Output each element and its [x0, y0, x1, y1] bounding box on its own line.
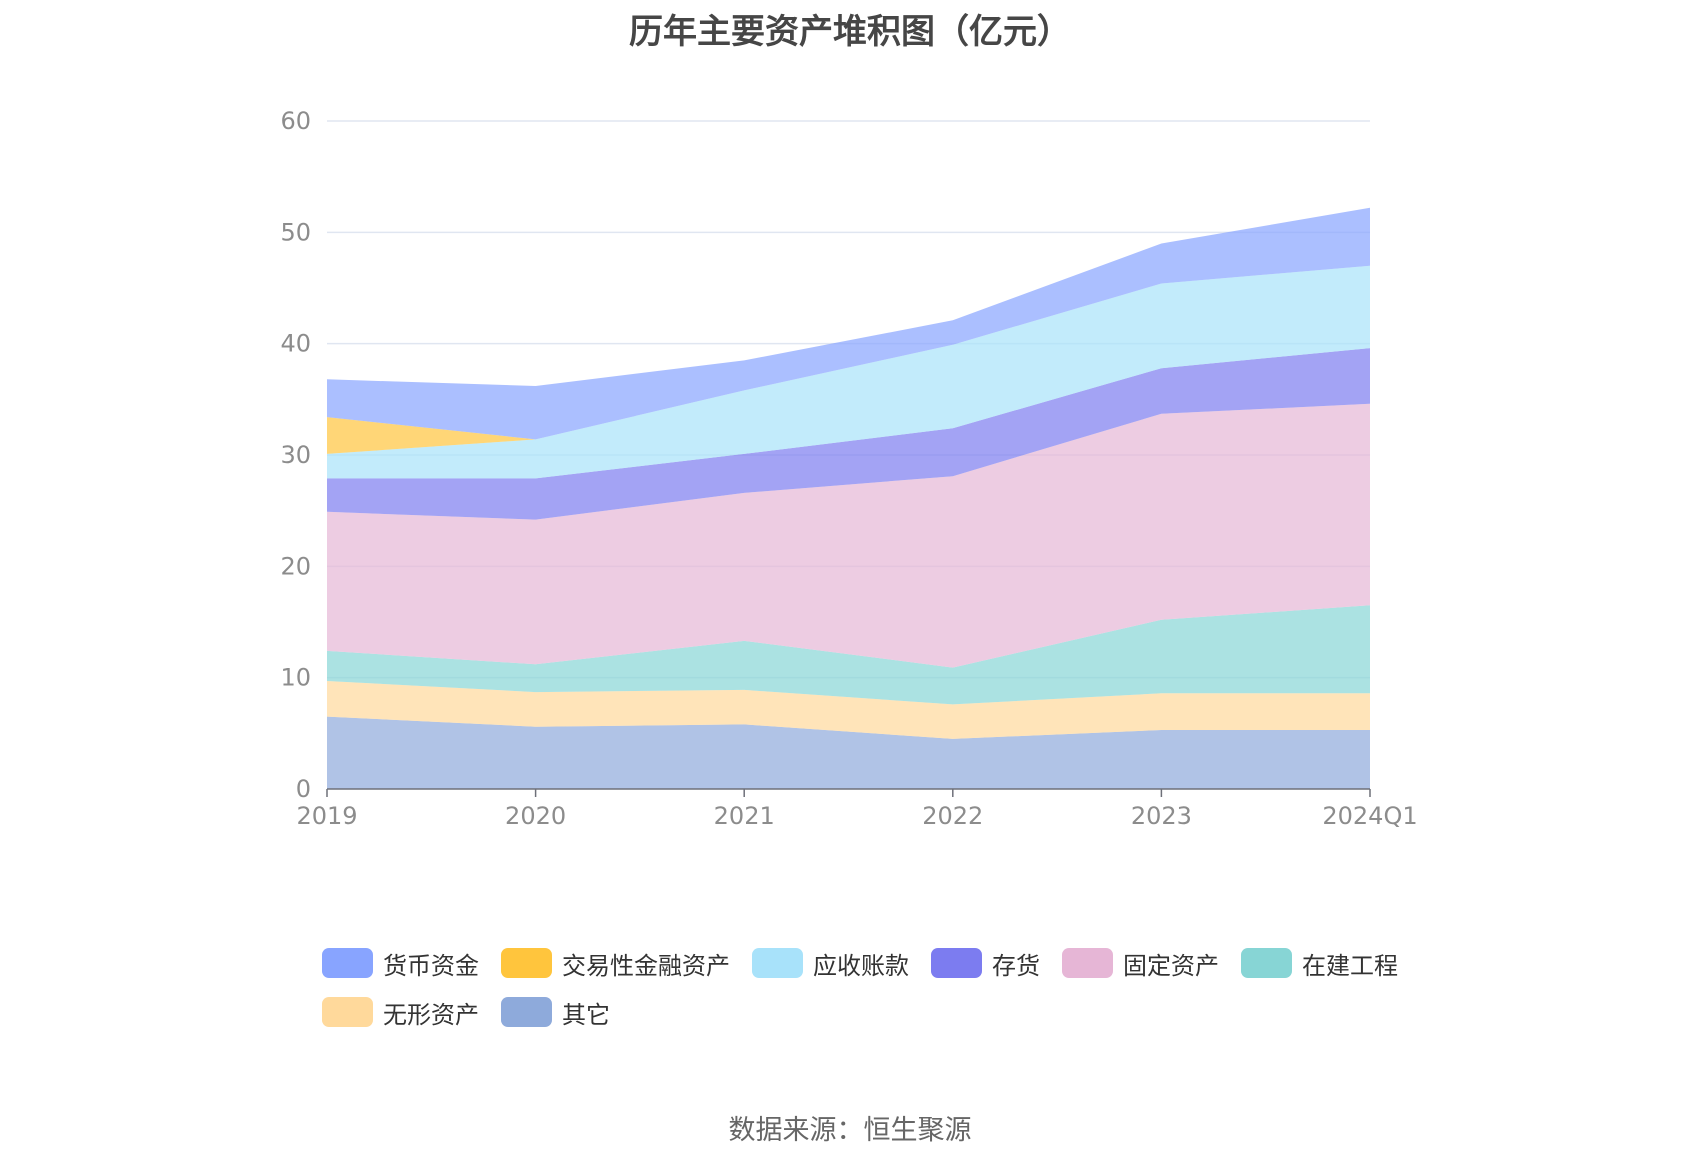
y-tick-label: 50 — [280, 218, 311, 246]
source-text: 数据来源：恒生聚源 — [728, 1115, 972, 1146]
legend-label: 其它 — [562, 1000, 610, 1029]
y-tick-label: 30 — [280, 441, 311, 469]
y-tick-label: 10 — [280, 664, 311, 692]
legend-label: 货币资金 — [383, 951, 479, 980]
legend-swatch — [752, 948, 803, 978]
x-tick-label: 2024Q1 — [1322, 802, 1417, 830]
legend-item[interactable]: 在建工程 — [1241, 945, 1398, 981]
area-layer — [327, 207, 1370, 789]
legend-item[interactable]: 固定资产 — [1062, 945, 1219, 981]
legend-label: 在建工程 — [1302, 951, 1398, 980]
legend-label: 存货 — [992, 951, 1040, 980]
y-tick-label: 0 — [296, 775, 311, 803]
area-series-6 — [327, 265, 1370, 454]
legend-swatch — [1241, 948, 1292, 978]
area-series-7 — [327, 207, 1370, 440]
y-tick-label: 60 — [280, 107, 311, 135]
area-series-1 — [327, 681, 1370, 739]
legend-swatch — [322, 948, 373, 978]
x-tick-label: 2021 — [714, 802, 775, 830]
legend-swatch — [322, 997, 373, 1027]
area-series-0 — [327, 716, 1370, 789]
legend-label: 应收账款 — [813, 951, 909, 980]
y-tick-label: 40 — [280, 330, 311, 358]
legend-item[interactable]: 交易性金融资产 — [501, 945, 730, 981]
legend-item[interactable]: 应收账款 — [752, 945, 909, 981]
axis-layer: 0 10 20 30 40 50 60 2019 2020 2021 2022 2023 2024Q1 — [280, 107, 1417, 830]
x-tick-label: 2022 — [922, 802, 983, 830]
legend-swatch — [501, 948, 552, 978]
legend-item[interactable]: 存货 — [931, 945, 1040, 981]
area-series-4 — [327, 348, 1370, 520]
legend-label: 固定资产 — [1123, 951, 1219, 980]
x-tick-label: 2019 — [296, 802, 357, 830]
legend-label: 交易性金融资产 — [562, 951, 730, 980]
area-series-5 — [327, 265, 1370, 479]
chart-title: 历年主要资产堆积图（亿元） — [629, 12, 1071, 52]
legend-swatch — [931, 948, 982, 978]
area-series-2 — [327, 605, 1370, 705]
x-tick-label: 2020 — [505, 802, 566, 830]
legend-label: 无形资产 — [383, 1000, 479, 1029]
legend-item[interactable]: 其它 — [501, 994, 610, 1030]
legend-item[interactable]: 货币资金 — [322, 945, 479, 981]
y-tick-label: 20 — [280, 552, 311, 580]
area-series-3 — [327, 403, 1370, 668]
x-tick-label: 2023 — [1131, 802, 1192, 830]
legend-swatch — [1062, 948, 1113, 978]
legend-swatch — [501, 997, 552, 1027]
legend-item[interactable]: 无形资产 — [322, 994, 479, 1030]
